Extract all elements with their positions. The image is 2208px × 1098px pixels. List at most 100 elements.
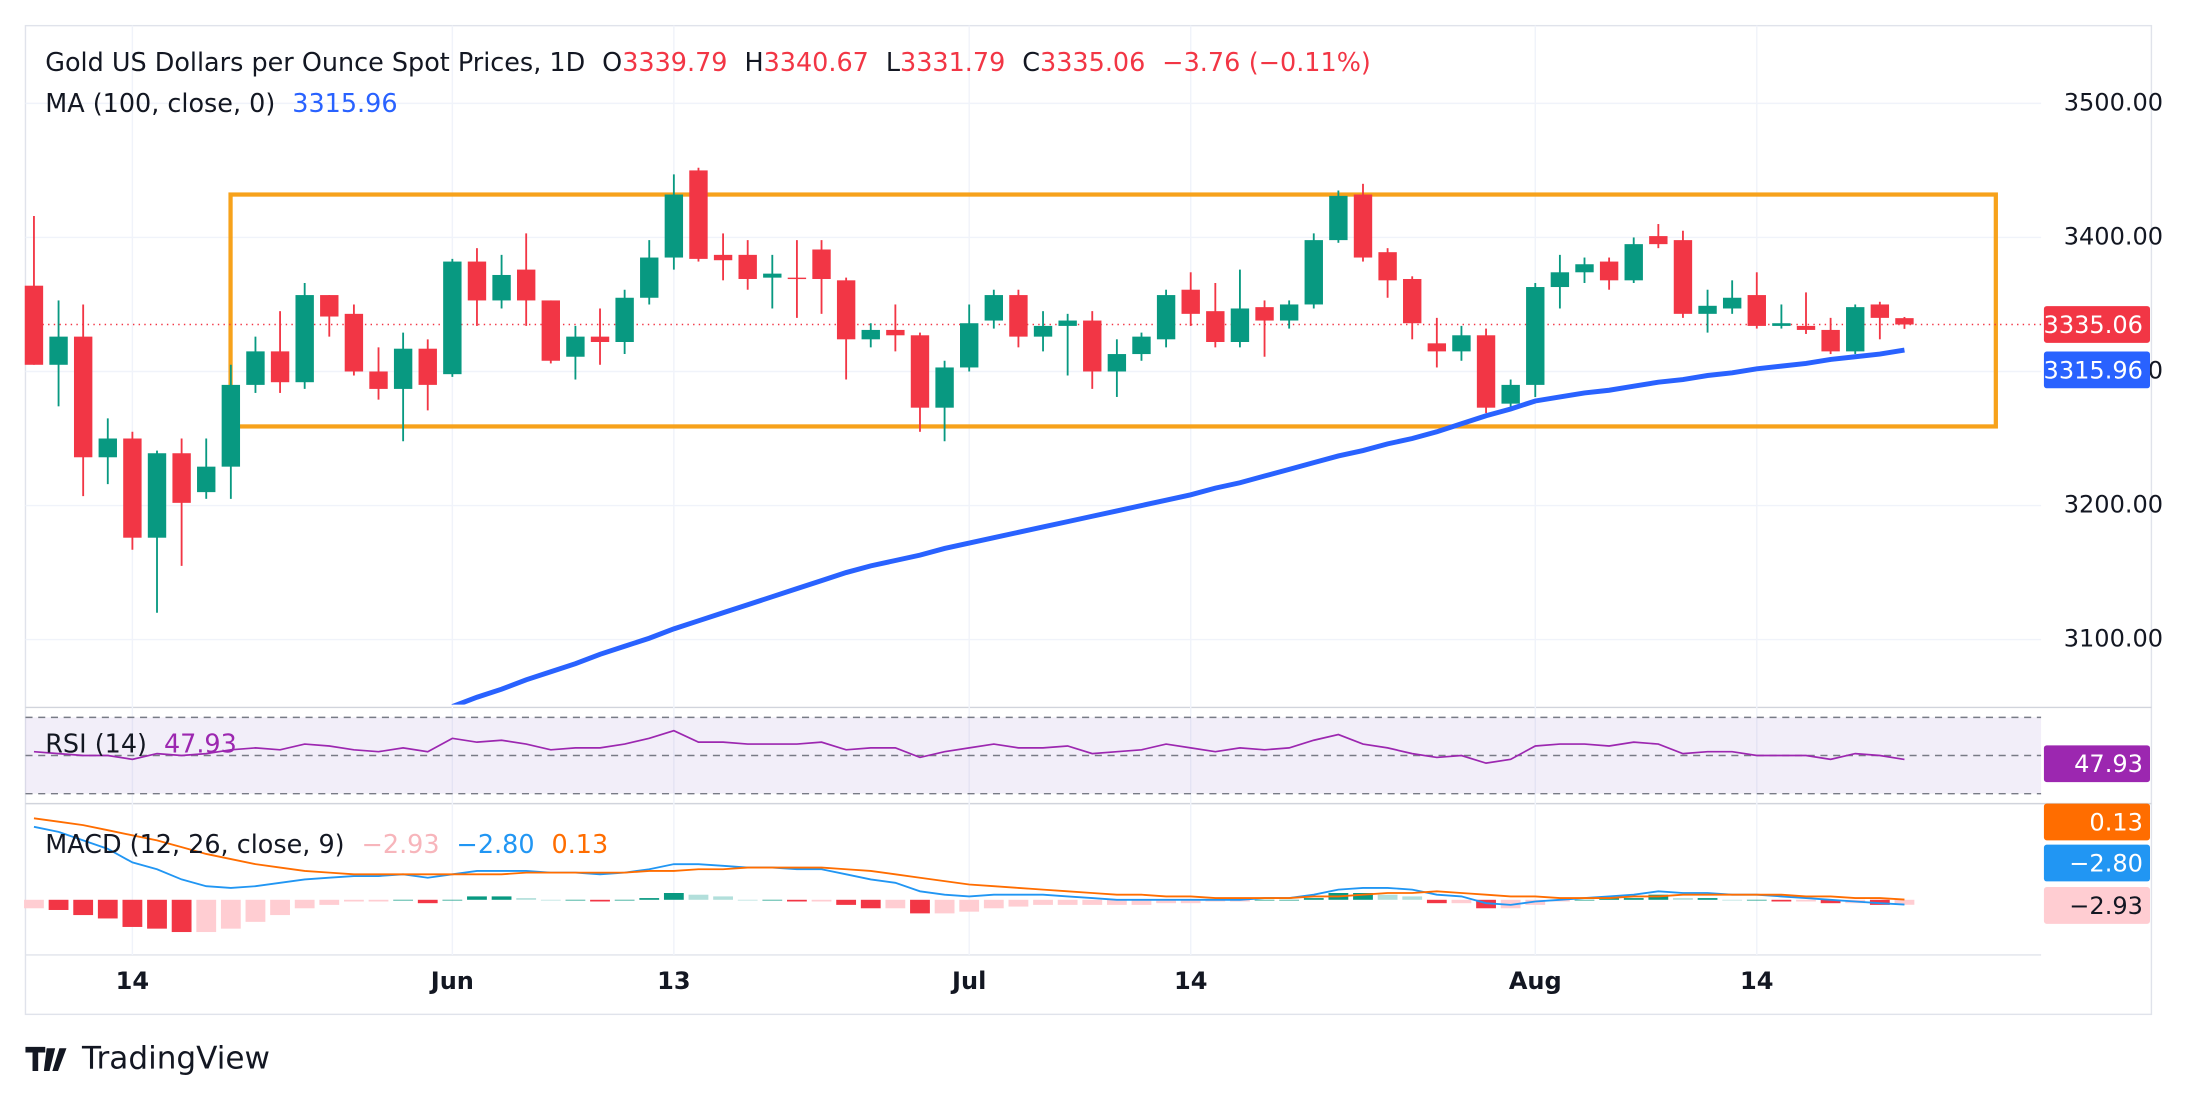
rsi-value: 47.93 — [164, 730, 237, 760]
candle-body — [123, 438, 142, 538]
macd-hist-bar — [467, 896, 487, 900]
macd-hist-bar — [1894, 899, 1915, 905]
candle-body — [1624, 244, 1643, 281]
candle-body — [516, 269, 536, 301]
candle-body — [295, 295, 314, 383]
candle-body — [1156, 295, 1176, 340]
candle-body — [1526, 287, 1545, 385]
value-box-label: 3315.96 — [2044, 356, 2143, 384]
macd-legend: MACD (12, 26, close, 9) −2.93 −2.80 0.13 — [45, 830, 608, 860]
signal-value: 0.13 — [552, 830, 609, 860]
macd-hist-bar — [393, 899, 414, 901]
ma-legend: MA (100, close, 0) 3315.96 — [45, 89, 397, 119]
candle-body — [1501, 384, 1520, 404]
macd-hist-bar — [48, 899, 69, 910]
high-value: 3340.67 — [764, 48, 869, 78]
candle-body — [147, 453, 167, 538]
candle-body — [1230, 308, 1250, 342]
candle-body — [443, 261, 462, 375]
macd-hist-bar — [1574, 899, 1595, 901]
candle-body — [935, 367, 954, 408]
macd-hist-bar — [24, 899, 44, 909]
macd-hist-bar — [491, 896, 512, 900]
candle-body — [1476, 335, 1496, 408]
macd-hist-bar — [294, 899, 315, 909]
candle-body — [344, 313, 364, 372]
candle-body — [1304, 240, 1323, 305]
x-tick-label: 14 — [1740, 967, 1773, 995]
candle-body — [1772, 323, 1791, 326]
macd-hist-bar — [1008, 899, 1029, 907]
macd-hist-bar — [1426, 899, 1447, 904]
macd-hist-bar — [171, 899, 192, 933]
value-box-label: −2.80 — [2069, 849, 2143, 877]
macd-hist-bar — [122, 899, 143, 927]
candle-body — [1403, 278, 1422, 324]
macd-hist-bar — [614, 899, 635, 901]
candle-body — [812, 249, 831, 279]
macd-hist-bar — [688, 894, 709, 900]
macd-hist-bar — [540, 899, 561, 901]
candle-body — [1378, 252, 1397, 281]
candle-body — [1821, 329, 1840, 352]
macd-hist-bar — [983, 899, 1004, 909]
candle-body — [615, 297, 634, 342]
macd-hist-bar — [1820, 899, 1841, 904]
macd-hist-bar — [417, 899, 438, 904]
hist-value: −2.93 — [362, 830, 440, 860]
macd-hist-bar — [147, 899, 167, 929]
candle-body — [640, 257, 659, 298]
macd-hist-bar — [270, 899, 290, 916]
candle-body — [664, 194, 684, 258]
candle-body — [1107, 354, 1127, 372]
macd-hist-bar — [73, 899, 94, 916]
macd-hist-bar — [344, 899, 364, 902]
value-box — [2043, 745, 2151, 783]
macd-value: −2.80 — [457, 830, 535, 860]
candle-body — [1279, 304, 1299, 321]
macd-hist-bar — [737, 899, 758, 901]
macd-hist-bar — [1673, 898, 1693, 900]
candle-body — [492, 274, 511, 301]
candle-body — [1009, 295, 1028, 337]
y-tick-label: 3100.00 — [2064, 625, 2163, 653]
candle-body — [1329, 195, 1348, 241]
ohlc-letter: O — [602, 48, 622, 78]
candle-body — [541, 300, 560, 361]
ohlc-letter: C — [1022, 48, 1040, 78]
macd-hist-bar — [787, 899, 807, 902]
value-box — [2043, 803, 2151, 841]
macd-hist-bar — [762, 899, 783, 901]
macd-hist-bar — [1722, 899, 1743, 901]
candle-body — [738, 254, 757, 279]
macd-hist-bar — [97, 899, 118, 919]
candle-body — [270, 351, 290, 383]
ma-value: 3315.96 — [292, 89, 397, 119]
candle-body — [960, 323, 979, 368]
candle-body — [1058, 320, 1077, 326]
x-tick-label: 14 — [1174, 967, 1207, 995]
macd-hist-bar — [245, 899, 266, 922]
candle-body — [886, 329, 905, 336]
candle-body — [787, 277, 807, 280]
change-pct: (−0.11%) — [1249, 48, 1371, 78]
candle-body — [861, 329, 880, 340]
macd-hist-bar — [1303, 898, 1324, 900]
candle-body — [1452, 335, 1471, 352]
candle-body — [713, 254, 733, 261]
candle-body — [1747, 295, 1766, 326]
candle-body — [197, 466, 216, 493]
change: −3.76 — [1162, 48, 1240, 78]
ohlc-letter: L — [886, 48, 901, 78]
macd-hist-bar — [1279, 899, 1300, 901]
candle-body — [1033, 325, 1053, 337]
macd-hist-bar — [1796, 899, 1816, 902]
value-box — [2043, 844, 2151, 882]
candle-body — [1895, 318, 1914, 325]
candle-body — [246, 351, 265, 385]
value-box-label: 3335.06 — [2044, 311, 2143, 339]
candle-body — [1427, 343, 1447, 352]
macd-hist-bar — [319, 899, 340, 905]
candle-body — [1870, 304, 1890, 318]
